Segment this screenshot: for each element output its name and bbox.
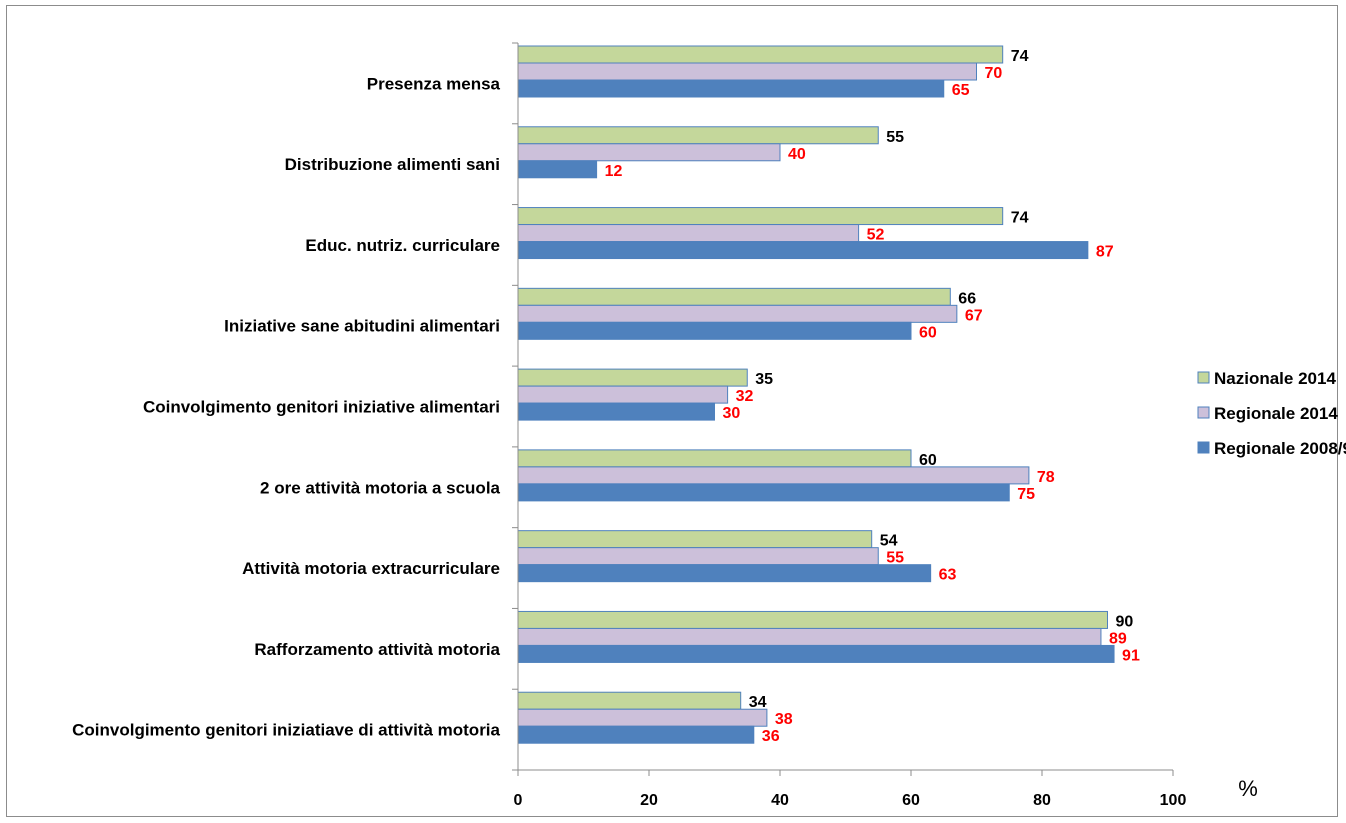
bar	[517, 321, 912, 340]
x-axis-label: %	[1238, 776, 1258, 801]
bar	[517, 402, 715, 421]
data-label: 66	[958, 290, 976, 307]
bar	[517, 610, 1108, 629]
bar	[517, 224, 860, 243]
legend-swatch	[1197, 441, 1210, 454]
category-label: Coinvolgimento genitori iniziative alime…	[143, 398, 500, 417]
data-label: 12	[605, 163, 623, 180]
data-label: 55	[886, 129, 904, 146]
bar	[517, 207, 1004, 226]
bar	[517, 79, 945, 98]
legend-label: Regionale 2008/9	[1214, 439, 1346, 458]
data-label: 40	[788, 146, 806, 163]
category-label: Coinvolgimento genitori iniziatiave di a…	[72, 721, 500, 740]
bar	[517, 304, 958, 323]
legend-label: Nazionale 2014	[1214, 369, 1336, 388]
data-label: 60	[919, 452, 937, 469]
data-label: 74	[1011, 48, 1029, 65]
data-label: 74	[1011, 210, 1029, 227]
bar	[517, 368, 748, 387]
bar	[517, 449, 912, 468]
bar	[517, 143, 781, 162]
data-label: 54	[880, 533, 898, 550]
bar	[517, 708, 768, 727]
bar	[517, 547, 879, 566]
data-label: 36	[762, 728, 780, 745]
bar	[517, 62, 977, 81]
data-label: 70	[985, 65, 1003, 82]
category-label: Rafforzamento attività motoria	[254, 640, 500, 659]
bar	[517, 644, 1115, 663]
category-label: Iniziative sane abitudini alimentari	[224, 317, 500, 336]
x-tick-label: 40	[771, 792, 789, 809]
bar	[517, 627, 1102, 646]
x-tick-label: 0	[514, 792, 523, 809]
x-tick-label: 60	[902, 792, 920, 809]
category-label: Distribuzione alimenti sani	[285, 155, 500, 174]
data-label: 75	[1017, 486, 1035, 503]
data-label: 60	[919, 324, 937, 341]
bar	[517, 466, 1030, 485]
data-label: 90	[1116, 613, 1134, 630]
data-label: 63	[939, 567, 957, 584]
bar	[517, 287, 951, 306]
data-label: 67	[965, 307, 983, 324]
legend-swatch	[1197, 406, 1210, 419]
data-label: 32	[736, 388, 754, 405]
bar	[517, 483, 1010, 502]
data-label: 52	[867, 227, 885, 244]
data-label: 89	[1109, 630, 1127, 647]
x-tick-label: 80	[1033, 792, 1051, 809]
data-label: 55	[886, 550, 904, 567]
bar	[517, 241, 1089, 260]
legend-label: Regionale 2014	[1214, 404, 1338, 423]
data-label: 30	[723, 405, 741, 422]
category-label: Presenza mensa	[367, 74, 501, 93]
category-label: 2 ore attività motoria a scuola	[260, 478, 501, 497]
bar	[517, 160, 598, 179]
bar	[517, 385, 729, 404]
bar	[517, 126, 879, 145]
data-label: 78	[1037, 469, 1055, 486]
legend-swatch	[1197, 371, 1210, 384]
data-label: 34	[749, 694, 767, 711]
bar	[517, 725, 755, 744]
x-tick-label: 100	[1160, 792, 1187, 809]
x-tick-label: 20	[640, 792, 658, 809]
bar	[517, 45, 1004, 64]
bar	[517, 530, 873, 549]
data-label: 65	[952, 82, 970, 99]
category-label: Educ. nutriz. curriculare	[305, 236, 500, 255]
data-label: 87	[1096, 244, 1114, 261]
data-label: 91	[1122, 647, 1140, 664]
data-label: 38	[775, 711, 793, 728]
bar	[517, 691, 742, 710]
data-label: 35	[755, 371, 773, 388]
category-label: Attività motoria extracurriculare	[242, 559, 500, 578]
bar	[517, 564, 932, 583]
